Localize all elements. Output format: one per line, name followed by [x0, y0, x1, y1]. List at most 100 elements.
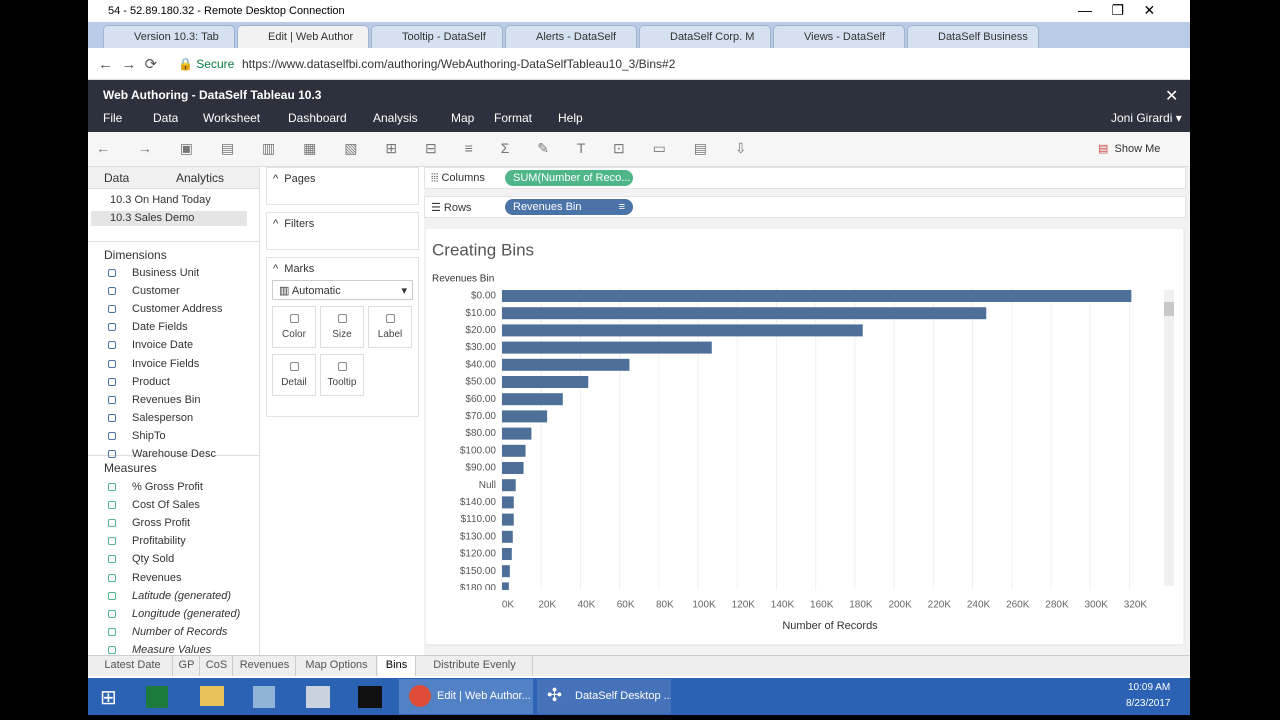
measure-field[interactable]: Measure Values [132, 643, 212, 655]
show-me[interactable]: ▤ Show Me [1098, 143, 1161, 155]
x-tick-label: 300K [1085, 600, 1109, 611]
dimension-field[interactable]: ShipTo [132, 429, 166, 442]
measure-field[interactable]: Number of Records [132, 625, 228, 638]
mark-button[interactable]: Label [368, 306, 412, 348]
close-button[interactable]: ✕ [1165, 88, 1179, 105]
measure-field[interactable]: Gross Profit [132, 517, 191, 530]
y-tick-label: $10.00 [465, 308, 496, 319]
sheet-tab[interactable]: Latest Date [93, 656, 173, 676]
menu-item[interactable]: Format [494, 111, 533, 125]
user-name[interactable]: Joni Girardi ▾ [1111, 111, 1182, 125]
toolbar-icons[interactable]: ← → ▣ ▤ ▥ ▦ ▧ ⊞ ⊟ ≡ Σ ✎ T ⊡ ▭ ▤ ⇩ [96, 140, 759, 156]
mark-button-label: Size [332, 329, 352, 340]
taskbar-item[interactable]: DataSelf Desktop ... ✣ [537, 679, 671, 714]
measure-field[interactable]: Profitability [132, 535, 186, 548]
analytics-tab[interactable]: Analytics [176, 171, 225, 185]
measure-field[interactable]: Cost Of Sales [132, 499, 200, 512]
menu-item[interactable]: File [103, 111, 123, 125]
sheet-tab[interactable]: Distribute Evenly [417, 656, 533, 676]
scroll-thumb[interactable] [1164, 302, 1174, 316]
start-button[interactable]: ⊞ [100, 687, 117, 709]
dimension-field[interactable]: Invoice Date [132, 339, 194, 352]
dimension-field[interactable]: Business Unit [132, 267, 200, 279]
chart: Creating Bins Revenues Bin Number of Rec… [425, 228, 1185, 646]
measure-field[interactable]: Longitude (generated) [132, 607, 241, 620]
field-icon [108, 645, 116, 654]
bar [502, 513, 514, 526]
x-tick-label: 0K [502, 600, 515, 611]
data-source[interactable]: 10.3 Sales Demo [110, 212, 195, 224]
sheet-tab[interactable]: Revenues [234, 656, 296, 676]
mark-button[interactable]: Color [272, 306, 316, 348]
rows-text: Rows [443, 202, 472, 214]
dimension-field[interactable]: Salesperson [132, 411, 194, 424]
sheet-tabs: Latest Date GP CoS Revenues Map Options Bins D… [88, 655, 1190, 676]
columns-pill[interactable]: SUM(Number of Reco... [505, 170, 633, 186]
browser-tab[interactable]: Version 10.3: Tab [103, 25, 235, 48]
mark-type-dropdown[interactable]: ▥ Automatic ▾ [272, 280, 413, 300]
dimension-field[interactable]: Customer Address [132, 303, 223, 316]
browser-tab[interactable]: Edit | Web Author [237, 25, 369, 48]
field-icon [108, 287, 116, 296]
field-icon [108, 537, 116, 546]
menu-item[interactable]: Data [153, 111, 179, 125]
x-tick-label: 60K [617, 600, 635, 611]
sheet-tab[interactable]: Map Options [297, 656, 377, 676]
x-tick-label: 260K [1006, 600, 1030, 611]
measure-field[interactable]: Qty Sold [132, 553, 175, 566]
sheet-tab[interactable]: CoS [201, 656, 233, 676]
app-icon[interactable] [306, 686, 330, 708]
browser-tab[interactable]: DataSelf Business [907, 25, 1039, 48]
y-tick-label: $60.00 [465, 394, 496, 405]
measure-field[interactable]: % Gross Profit [132, 481, 203, 493]
scrollbar[interactable] [1164, 290, 1174, 586]
dimension-field[interactable]: Revenues Bin [132, 393, 201, 406]
dimension-field[interactable]: Date Fields [132, 321, 188, 334]
measure-field[interactable]: Revenues [132, 571, 182, 584]
bar [502, 307, 987, 320]
x-tick-label: 280K [1045, 600, 1069, 611]
mark-button[interactable]: Detail [272, 354, 316, 396]
dimension-field[interactable]: Customer [132, 285, 180, 298]
browser-tab[interactable]: Alerts - DataSelf [505, 25, 637, 48]
y-tick-label: Null [479, 480, 496, 491]
cmd-icon[interactable] [358, 686, 382, 708]
taskbar: ⊞ Edit | Web Author... DataSelf Desktop … [88, 678, 1190, 715]
toolbar: ← → ▣ ▤ ▥ ▦ ▧ ⊞ ⊟ ≡ Σ ✎ T ⊡ ▭ ▤ ⇩ ▤ Show… [88, 132, 1190, 167]
data-source[interactable]: 10.3 On Hand Today [110, 194, 211, 206]
sheet-tab[interactable]: Bins [378, 656, 416, 676]
window-controls[interactable]: — ❐ ✕ [1078, 2, 1156, 18]
app-icon[interactable] [253, 686, 275, 708]
field-icon [108, 591, 116, 600]
menu-item[interactable]: Help [558, 111, 583, 125]
app-title: Web Authoring - DataSelf Tableau 10.3 [103, 88, 322, 102]
taskbar-item[interactable]: Edit | Web Author... [399, 679, 533, 714]
browser-tab[interactable]: Tooltip - DataSelf [371, 25, 503, 48]
x-tick-label: 220K [928, 600, 952, 611]
menu-item[interactable]: Worksheet [203, 111, 261, 125]
explorer-icon[interactable] [200, 686, 224, 706]
rows-pill[interactable]: Revenues Bin ≡ [505, 199, 633, 215]
data-tab[interactable]: Data [104, 171, 130, 185]
y-tick-label: $0.00 [471, 291, 496, 302]
y-tick-label: $70.00 [465, 411, 496, 422]
menu-item[interactable]: Map [451, 111, 475, 125]
browser-tab[interactable]: DataSelf Corp. M [639, 25, 771, 48]
measure-field[interactable]: Latitude (generated) [132, 589, 232, 602]
sheet-tab[interactable]: GP [174, 656, 200, 676]
dimension-field[interactable]: Product [132, 375, 170, 388]
url[interactable]: https://www.dataselfbi.com/authoring/Web… [242, 57, 676, 71]
field-icon [108, 269, 116, 277]
mark-button[interactable]: Size [320, 306, 364, 348]
marks-title: Marks [284, 263, 315, 275]
nav-buttons[interactable]: ← → ⟳ [98, 56, 158, 73]
dimension-field[interactable]: Warehouse Desc [132, 448, 216, 460]
excel-icon[interactable] [146, 686, 168, 708]
browser-tab[interactable]: Views - DataSelf [773, 25, 905, 48]
menu-item[interactable]: Analysis [373, 111, 418, 125]
field-icon [108, 501, 116, 510]
mark-button[interactable]: Tooltip [320, 354, 364, 396]
dimension-field[interactable]: Invoice Fields [132, 357, 200, 370]
menu-item[interactable]: Dashboard [288, 111, 347, 125]
